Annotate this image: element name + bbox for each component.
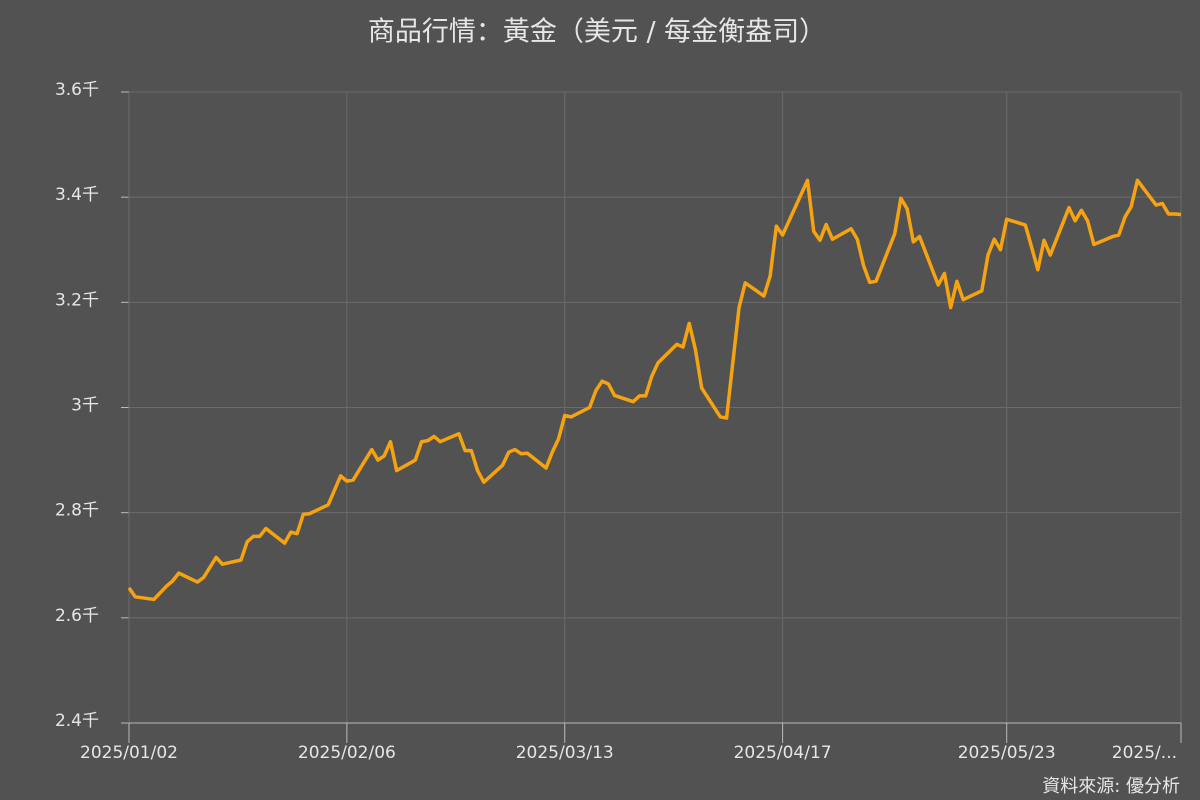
- x-tick-label: 2025/01/02: [80, 743, 178, 763]
- chart-title: 商品行情：黃金（美元 / 每金衡盎司）: [368, 17, 826, 48]
- y-tick-label: 3.2千: [55, 290, 99, 310]
- x-tick-label: 2025/04/17: [734, 743, 832, 763]
- x-tick-label: 2025/03/13: [516, 743, 614, 763]
- x-tick-label: 2025/...: [1112, 743, 1177, 763]
- y-tick-label: 2.4千: [55, 711, 99, 731]
- source-note: 資料來源: 優分析: [1042, 776, 1180, 797]
- y-tick-label: 3.6千: [55, 80, 99, 100]
- price-line: [127, 178, 1182, 602]
- x-tick-label: 2025/05/23: [958, 743, 1056, 763]
- y-tick-label: 3千: [71, 396, 99, 416]
- y-tick-label: 2.6千: [55, 606, 99, 626]
- x-tick-label: 2025/02/06: [298, 743, 396, 763]
- y-tick-label: 2.8千: [55, 501, 99, 521]
- y-tick-label: 3.4千: [55, 185, 99, 205]
